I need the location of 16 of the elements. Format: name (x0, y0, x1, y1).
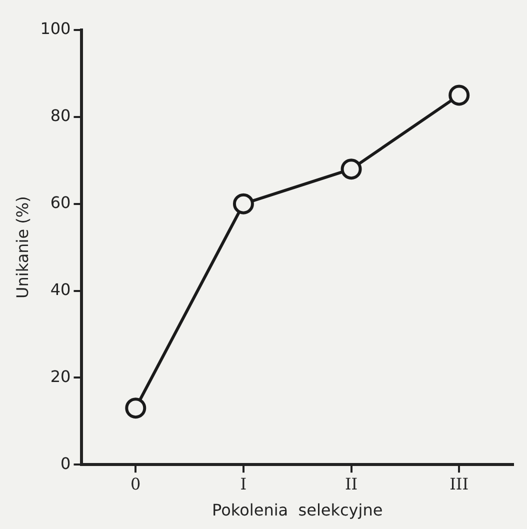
y-tick-label: 20 (50, 366, 71, 386)
x-tick-label: II (344, 474, 358, 494)
y-tick-label: 80 (50, 106, 71, 126)
x-tick-label: I (240, 474, 247, 494)
x-tick-label: 0 (130, 474, 141, 494)
x-tick-label: III (450, 474, 469, 494)
y-tick-label: 40 (50, 280, 71, 299)
y-tick-label: 0 (60, 454, 71, 473)
point (340, 158, 362, 180)
y-axis-title: Unikanie (%) (12, 196, 32, 298)
point (232, 193, 254, 214)
x-axis-title: Pokolenia selekcyjne (212, 500, 383, 520)
y-tick-label: 60 (50, 192, 71, 212)
y-tick-label: 100 (40, 19, 71, 38)
point (125, 398, 146, 419)
point (448, 84, 470, 106)
